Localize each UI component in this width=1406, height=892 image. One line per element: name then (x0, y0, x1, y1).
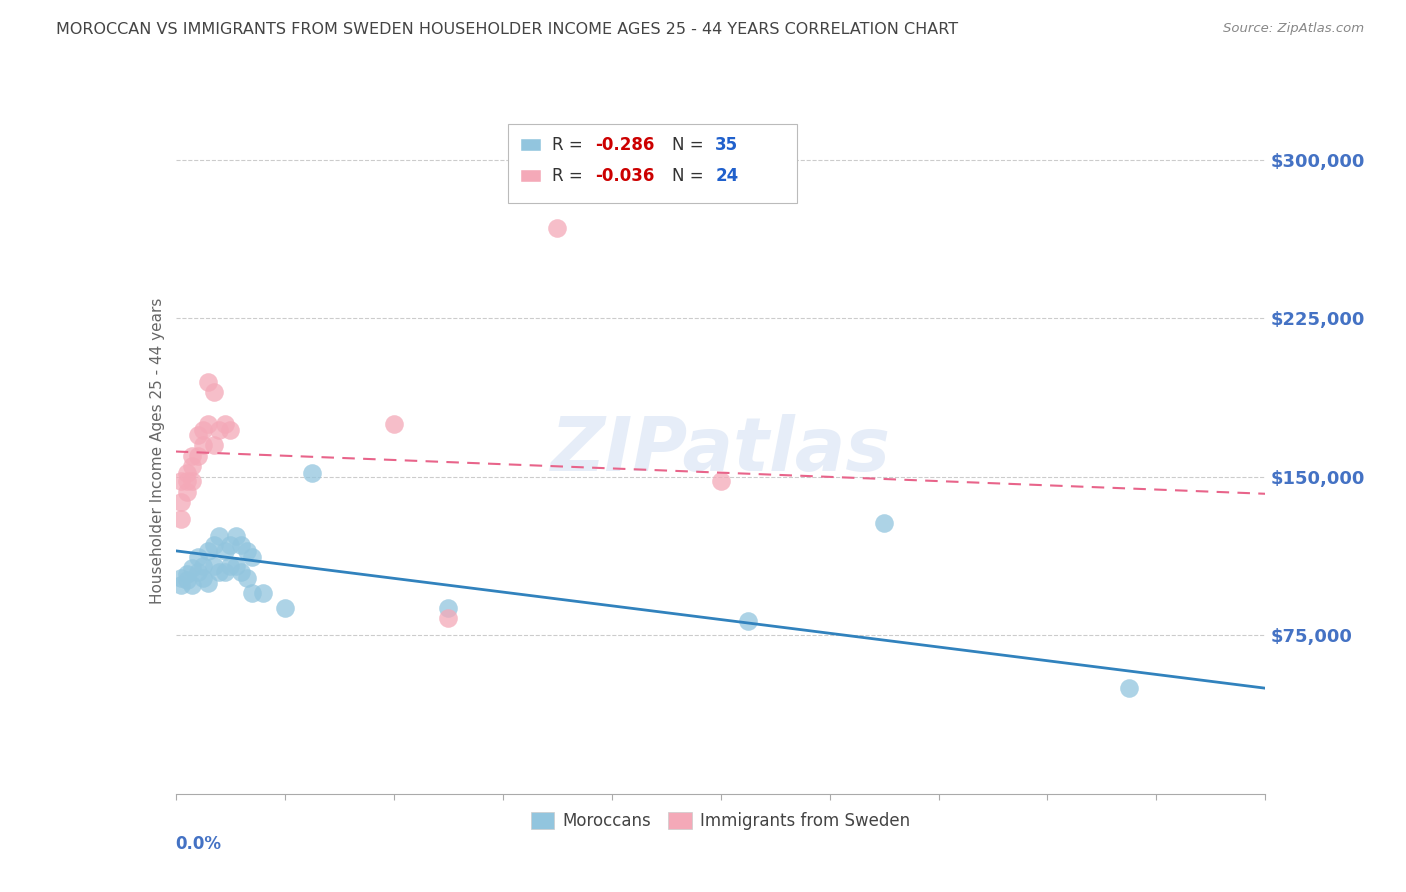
Point (186, 449, 209, 463)
Point (202, 438, 225, 452)
Legend: Moroccans, Immigrants from Sweden: Moroccans, Immigrants from Sweden (524, 805, 917, 837)
Point (214, 544, 236, 558)
Point (186, 565, 209, 579)
Point (181, 577, 204, 591)
Point (176, 574, 198, 588)
Text: R =: R = (551, 167, 588, 185)
Point (181, 449, 204, 463)
Point (235, 571, 257, 585)
Point (225, 529, 247, 543)
Point (873, 516, 896, 531)
Point (240, 550, 263, 565)
Point (181, 474, 204, 488)
Point (208, 565, 231, 579)
Text: 0.0%: 0.0% (176, 835, 222, 853)
Point (202, 558, 225, 573)
Point (301, 466, 323, 480)
Text: N =: N = (672, 167, 709, 185)
Point (186, 427, 209, 442)
Point (219, 423, 242, 437)
Y-axis label: Householder Income Ages 25 - 44 years: Householder Income Ages 25 - 44 years (149, 297, 165, 604)
Point (197, 575, 219, 590)
Point (437, 601, 460, 615)
Text: -0.286: -0.286 (595, 136, 655, 153)
Point (170, 577, 193, 591)
Point (176, 567, 198, 582)
FancyBboxPatch shape (522, 169, 541, 182)
Text: MOROCCAN VS IMMIGRANTS FROM SWEDEN HOUSEHOLDER INCOME AGES 25 - 44 YEARS CORRELA: MOROCCAN VS IMMIGRANTS FROM SWEDEN HOUSE… (56, 22, 959, 37)
Point (737, 614, 759, 628)
Point (231, 537, 253, 551)
Point (710, 474, 733, 488)
Text: -0.036: -0.036 (595, 167, 655, 185)
Point (1118, 681, 1140, 696)
Point (191, 423, 214, 437)
Text: R =: R = (551, 136, 588, 153)
Point (235, 544, 257, 558)
Point (170, 571, 193, 585)
Point (191, 558, 214, 573)
Text: Source: ZipAtlas.com: Source: ZipAtlas.com (1223, 22, 1364, 36)
Point (274, 601, 297, 615)
Point (191, 571, 214, 585)
Point (231, 565, 253, 579)
Point (202, 385, 225, 400)
Point (176, 466, 198, 480)
Point (191, 438, 214, 452)
Point (208, 529, 231, 543)
Point (170, 474, 193, 488)
FancyBboxPatch shape (508, 124, 797, 203)
Point (437, 611, 460, 625)
Text: 24: 24 (716, 167, 738, 185)
FancyBboxPatch shape (522, 138, 541, 151)
Point (202, 537, 225, 551)
Point (219, 537, 242, 551)
Point (214, 565, 236, 579)
Point (197, 375, 219, 389)
Point (252, 586, 274, 600)
Point (197, 417, 219, 431)
Point (170, 495, 193, 509)
Point (240, 586, 263, 600)
Point (546, 220, 568, 235)
Point (208, 423, 231, 437)
Point (176, 484, 198, 499)
Point (225, 558, 247, 573)
Point (186, 550, 209, 565)
Point (181, 459, 204, 474)
Point (181, 560, 204, 574)
Point (219, 558, 242, 573)
Text: N =: N = (672, 136, 709, 153)
Point (214, 417, 236, 431)
Point (176, 474, 198, 488)
Point (382, 417, 405, 431)
Text: 35: 35 (716, 136, 738, 153)
Point (170, 512, 193, 526)
Text: ZIPatlas: ZIPatlas (551, 414, 890, 487)
Point (197, 544, 219, 558)
